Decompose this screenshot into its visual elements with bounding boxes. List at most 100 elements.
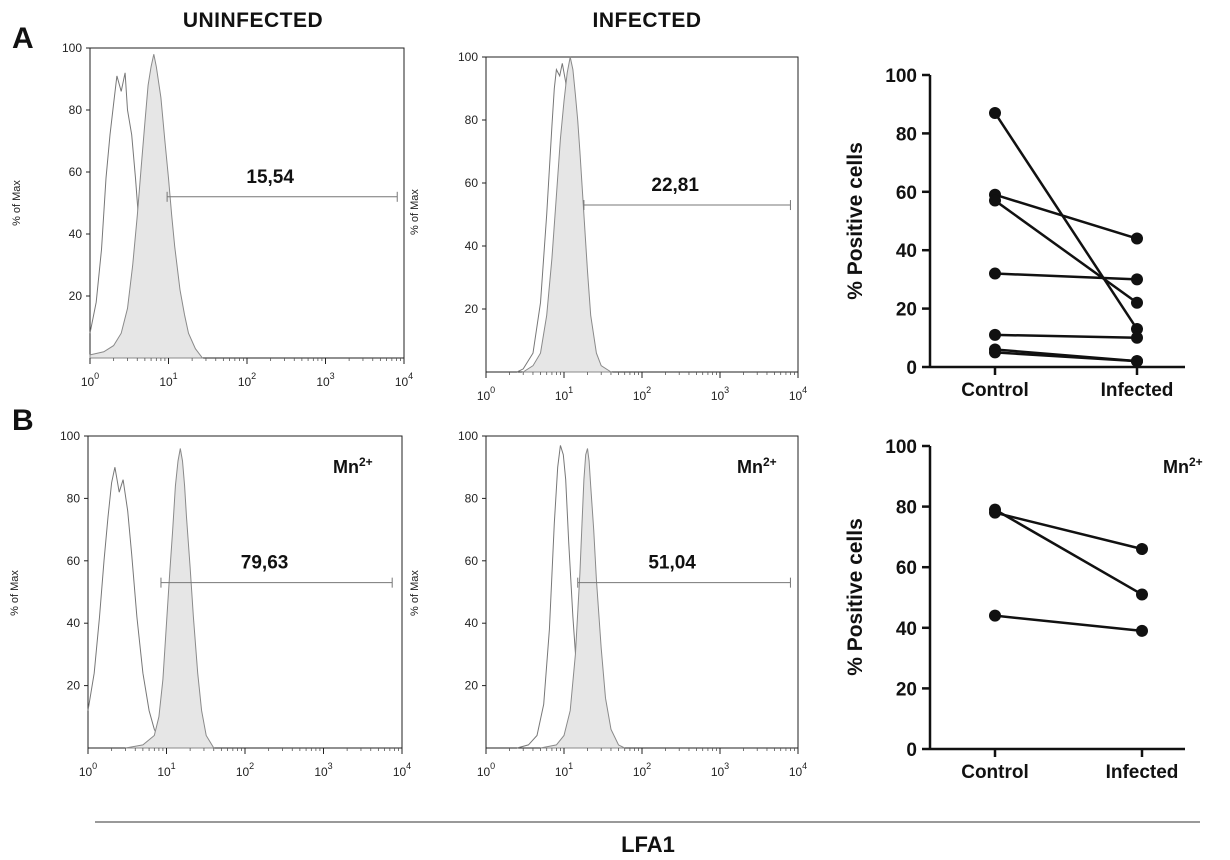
y-tick-label: 60 bbox=[465, 554, 479, 568]
y-tick-label: 80 bbox=[465, 113, 479, 127]
x-tick-label: 101 bbox=[555, 385, 573, 403]
data-point-control bbox=[989, 267, 1001, 280]
x-tick-label: 100 bbox=[81, 371, 99, 389]
x-tick-label: 101 bbox=[555, 761, 573, 779]
gate-percentage-label: 51,04 bbox=[648, 553, 696, 574]
y-axis-label: % of Max bbox=[11, 180, 23, 226]
data-point-infected bbox=[1136, 624, 1148, 637]
filled-histogram bbox=[89, 54, 204, 359]
y-tick-label: 40 bbox=[69, 227, 83, 241]
y-tick-label: 100 bbox=[885, 66, 917, 87]
y-tick-label: 0 bbox=[906, 358, 917, 379]
y-axis-label: % of Max bbox=[409, 189, 421, 235]
x-tick-label: 104 bbox=[789, 761, 807, 779]
x-tick-label: 102 bbox=[633, 761, 651, 779]
y-tick-label: 100 bbox=[885, 437, 917, 458]
y-tick-label: 100 bbox=[458, 50, 478, 64]
y-axis-label: % of Max bbox=[9, 570, 21, 616]
data-point-infected bbox=[1131, 323, 1143, 336]
y-tick-label: 100 bbox=[62, 41, 82, 55]
x-tick-label: Infected bbox=[1101, 380, 1174, 401]
y-tick-label: 0 bbox=[906, 740, 917, 761]
x-tick-label: 102 bbox=[633, 385, 651, 403]
x-tick-label: 100 bbox=[477, 385, 495, 403]
y-tick-label: 60 bbox=[67, 554, 81, 568]
data-point-control bbox=[989, 328, 1001, 341]
y-tick-label: 20 bbox=[67, 679, 81, 693]
y-axis-label: % of Max bbox=[409, 570, 421, 616]
y-tick-label: 80 bbox=[896, 498, 917, 519]
y-tick-label: 40 bbox=[896, 619, 917, 640]
data-point-control bbox=[989, 346, 1001, 359]
pair-line bbox=[994, 333, 1138, 340]
x-tick-label: 103 bbox=[316, 371, 334, 389]
x-tick-label: 101 bbox=[157, 761, 175, 779]
histogram-a-uninfected: 20 40 60 80 100 100 101 102 103 104 % of Max 15,54 bbox=[11, 41, 413, 389]
pair-line bbox=[994, 508, 1143, 596]
y-axis-label: % Positive cells bbox=[844, 518, 867, 676]
x-tick-label: 104 bbox=[395, 371, 413, 389]
paired-plot-a: 0 20 40 60 80 100 Control Infected % Positive ce… bbox=[844, 66, 1185, 401]
x-tick-label: 102 bbox=[238, 371, 256, 389]
x-tick-label: 100 bbox=[79, 761, 97, 779]
x-tick-label: 104 bbox=[393, 761, 411, 779]
svg-text:Mn2+: Mn2+ bbox=[737, 455, 777, 477]
x-tick-label: 103 bbox=[711, 761, 729, 779]
x-tick-label: Control bbox=[961, 762, 1029, 783]
x-tick-label: 103 bbox=[314, 761, 332, 779]
data-point-control bbox=[989, 194, 1001, 207]
y-tick-label: 20 bbox=[465, 679, 479, 693]
pair-line bbox=[994, 199, 1138, 304]
gate-percentage-label: 79,63 bbox=[241, 553, 289, 574]
x-tick-label: Infected bbox=[1106, 762, 1179, 783]
svg-text:Mn2+: Mn2+ bbox=[1163, 455, 1203, 477]
y-tick-label: 80 bbox=[465, 491, 479, 505]
y-tick-label: 20 bbox=[896, 300, 917, 321]
plot-frame bbox=[485, 435, 799, 749]
svg-text:Mn2+: Mn2+ bbox=[333, 455, 373, 477]
y-tick-label: 40 bbox=[896, 241, 917, 262]
x-axis-title: LFA1 bbox=[621, 832, 675, 857]
x-tick-label: 103 bbox=[711, 385, 729, 403]
y-tick-label: 40 bbox=[465, 239, 479, 253]
y-tick-label: 100 bbox=[60, 429, 80, 443]
x-tick-label: 101 bbox=[159, 371, 177, 389]
data-point-infected bbox=[1131, 232, 1143, 245]
x-tick-label: 102 bbox=[236, 761, 254, 779]
pair-line bbox=[993, 112, 1139, 330]
x-tick-label: 104 bbox=[789, 385, 807, 403]
x-tick-label: Control bbox=[961, 380, 1029, 401]
data-point-infected bbox=[1136, 588, 1148, 601]
data-point-infected bbox=[1131, 355, 1143, 368]
data-point-infected bbox=[1136, 543, 1148, 556]
paired-plot-b: 0 20 40 60 80 100 Control Infected % Positive ce… bbox=[844, 437, 1185, 783]
y-tick-label: 40 bbox=[465, 616, 479, 630]
y-tick-label: 60 bbox=[465, 176, 479, 190]
pair-line bbox=[994, 614, 1143, 633]
mn-annotation-b-infected: Mn2+ bbox=[737, 455, 777, 477]
title-infected: INFECTED bbox=[593, 9, 702, 32]
data-point-control bbox=[989, 506, 1001, 519]
y-tick-label: 20 bbox=[465, 302, 479, 316]
y-tick-label: 80 bbox=[896, 124, 917, 145]
gate-percentage-label: 22,81 bbox=[651, 175, 699, 196]
y-tick-label: 100 bbox=[458, 429, 478, 443]
x-tick-label: 100 bbox=[477, 761, 495, 779]
mn-annotation-b-positive: Mn2+ bbox=[1163, 455, 1203, 477]
data-point-control bbox=[989, 106, 1001, 119]
title-uninfected: UNINFECTED bbox=[183, 9, 323, 32]
filled-histogram bbox=[521, 56, 613, 373]
histogram-b-uninfected: 20 40 60 80 100 100 101 102 103 104 % of Max 79,63 bbox=[9, 429, 411, 779]
filled-histogram bbox=[125, 448, 215, 749]
data-point-infected bbox=[1131, 273, 1143, 286]
y-tick-label: 80 bbox=[67, 491, 81, 505]
gate-percentage-label: 15,54 bbox=[246, 167, 294, 188]
pair-line bbox=[994, 511, 1143, 551]
y-tick-label: 60 bbox=[69, 165, 83, 179]
data-point-infected bbox=[1131, 296, 1143, 309]
data-point-infected bbox=[1131, 331, 1143, 344]
filled-histogram bbox=[540, 448, 625, 749]
y-axis-label: % Positive cells bbox=[844, 142, 867, 300]
y-tick-label: 20 bbox=[69, 289, 83, 303]
